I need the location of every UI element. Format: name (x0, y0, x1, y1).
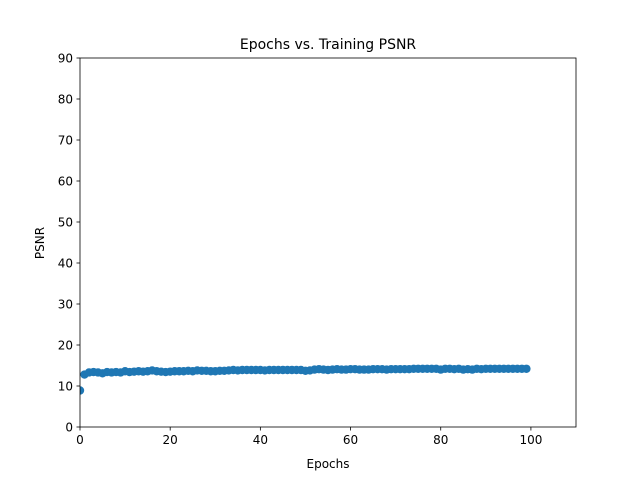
x-tick-label: 20 (163, 433, 178, 447)
y-tick-label: 50 (58, 215, 73, 229)
y-tick-label: 30 (58, 297, 73, 311)
y-tick-label: 40 (58, 256, 73, 270)
y-axis-label: PSNR (33, 227, 47, 259)
y-tick-label: 0 (65, 420, 73, 434)
y-tick-label: 80 (58, 92, 73, 106)
x-tick-label: 100 (519, 433, 542, 447)
y-tick-label: 20 (58, 338, 73, 352)
x-tick-label: 60 (343, 433, 358, 447)
y-tick-label: 90 (58, 51, 73, 65)
data-points (80, 364, 531, 395)
x-axis-label: Epochs (307, 457, 350, 471)
y-tick-label: 60 (58, 174, 73, 188)
axes-frame (79, 57, 577, 428)
x-tick-label: 80 (433, 433, 448, 447)
y-tick-label: 10 (58, 379, 73, 393)
data-point (80, 386, 85, 395)
y-tick-label: 70 (58, 133, 73, 147)
x-tick-label: 0 (76, 433, 84, 447)
x-tick-label: 40 (253, 433, 268, 447)
data-point (522, 364, 531, 373)
chart-title: Epochs vs. Training PSNR (240, 37, 417, 53)
x-ticks: 0 20 40 60 80 100 (76, 427, 542, 447)
y-ticks: 0 10 20 30 40 50 60 70 80 90 (58, 51, 80, 434)
